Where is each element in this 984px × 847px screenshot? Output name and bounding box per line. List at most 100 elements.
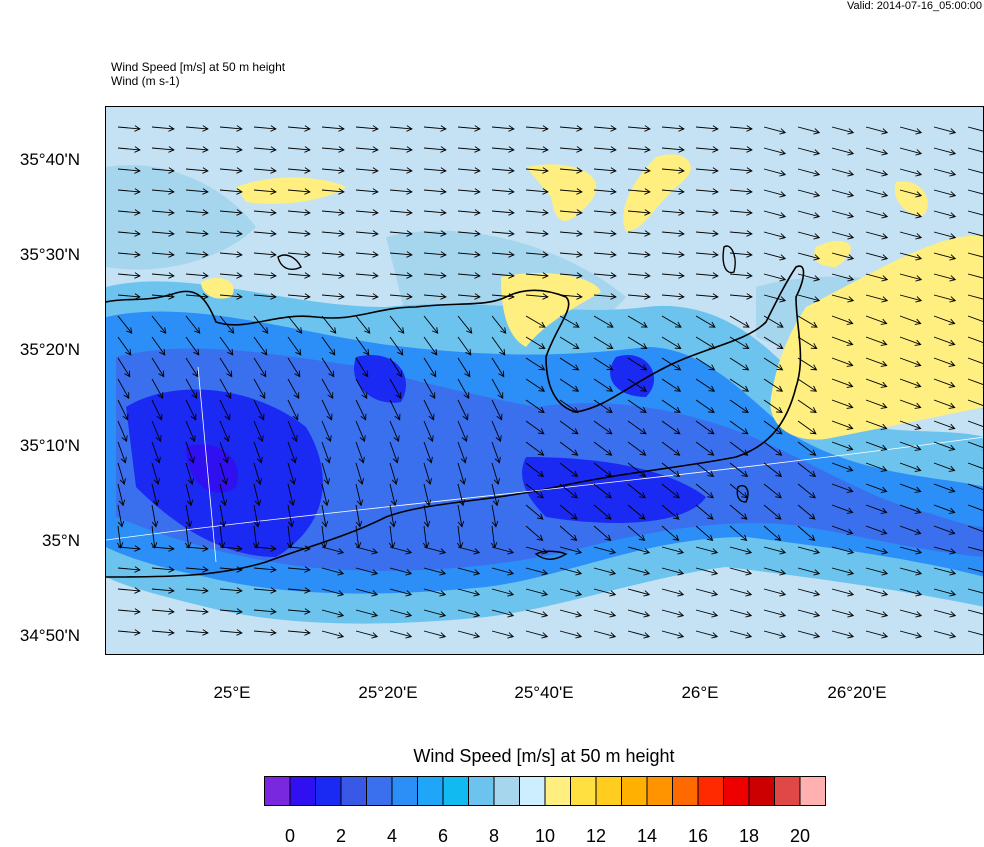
wind-arrow	[457, 251, 481, 258]
wind-arrow	[899, 147, 923, 156]
wind-arrow	[899, 483, 922, 493]
wind-arrow	[899, 210, 923, 219]
wind-arrow	[865, 525, 888, 535]
wind-arrow	[423, 483, 432, 507]
wind-arrow	[389, 336, 404, 356]
wind-arrow	[763, 588, 787, 597]
wind-arrow	[219, 146, 243, 153]
wind-arrow	[423, 546, 447, 555]
wind-arrow	[797, 483, 816, 499]
wind-arrow	[899, 630, 923, 639]
wind-arrow	[899, 441, 922, 451]
wind-arrow	[593, 630, 617, 639]
wind-zone-strong	[814, 240, 851, 267]
wind-arrow	[355, 441, 365, 464]
wind-arrow	[389, 251, 413, 258]
wind-arrow	[967, 504, 983, 514]
island-outline	[722, 245, 736, 274]
wind-arrow	[525, 125, 549, 132]
colorbar-tick-label: 8	[488, 826, 500, 846]
wind-arrow	[389, 209, 413, 216]
wind-arrow	[899, 231, 923, 240]
wind-arrow	[831, 273, 855, 282]
wind-arrow	[695, 546, 719, 555]
wind-arrow	[661, 483, 680, 499]
colorbar-box	[646, 776, 673, 806]
wind-arrow	[219, 167, 243, 174]
wind-arrow	[117, 504, 125, 528]
wind-arrow	[559, 167, 583, 174]
wind-arrow	[117, 378, 130, 400]
colorbar-tick-label: 14	[636, 826, 658, 846]
lat-label: 34°50'N	[19, 626, 80, 645]
wind-arrow	[423, 462, 432, 485]
wind-arrow	[695, 399, 715, 414]
wind-arrow	[627, 357, 648, 371]
wind-arrow	[865, 231, 889, 240]
wind-arrow	[661, 567, 685, 576]
wind-arrow	[661, 546, 685, 555]
wind-arrow	[797, 189, 821, 198]
wind-arrow	[423, 609, 447, 618]
wind-arrow	[797, 252, 821, 261]
colorbar-box	[340, 776, 367, 806]
wind-arrow	[831, 294, 855, 303]
wind-arrow	[797, 273, 821, 282]
wind-arrow	[865, 609, 889, 618]
wind-arrow	[559, 525, 578, 542]
wind-arrow	[287, 462, 296, 485]
wind-arrow	[695, 357, 716, 371]
wind-arrow	[967, 609, 983, 615]
wind-arrow	[525, 630, 549, 639]
wind-arrow	[695, 230, 719, 237]
wind-arrow	[593, 462, 613, 478]
wind-arrow	[491, 188, 515, 195]
wind-arrow	[967, 630, 983, 636]
wind-arrow	[185, 608, 209, 615]
wind-arrow	[763, 357, 784, 371]
wind-arrow	[593, 525, 612, 542]
wind-arrow	[933, 441, 956, 451]
colorbar-box	[672, 776, 699, 806]
wind-arrow	[525, 315, 546, 328]
wind-arrow	[389, 567, 413, 576]
wind-arrow	[287, 483, 296, 507]
wind-arrow	[627, 315, 648, 328]
colorbar-box	[366, 776, 393, 806]
wind-arrow	[933, 378, 956, 388]
wind-arrow	[559, 188, 583, 195]
wind-arrow	[627, 462, 647, 478]
wind-arrow	[491, 462, 500, 485]
wind-arrow	[253, 293, 277, 300]
wind-arrow	[763, 294, 787, 303]
wind-arrow	[389, 546, 413, 555]
wind-arrow	[253, 272, 277, 279]
wind-arrow	[491, 357, 505, 378]
wind-arrow	[593, 125, 617, 132]
lon-label: 26°20'E	[827, 683, 887, 702]
wind-arrow	[287, 357, 301, 378]
wind-arrow	[423, 336, 438, 356]
wind-arrow	[831, 378, 854, 388]
wind-arrow	[423, 441, 433, 464]
wind-arrow	[967, 420, 983, 430]
wind-arrow	[491, 251, 515, 258]
wind-arrow	[967, 189, 983, 195]
wind-arrow	[593, 588, 617, 597]
wind-arrow	[219, 230, 243, 237]
wind-arrow	[661, 588, 685, 597]
wind-arrow	[729, 167, 753, 174]
wind-arrow	[967, 462, 983, 472]
wind-arrow	[253, 587, 277, 594]
wind-arrow	[321, 483, 330, 507]
wind-arrow	[627, 399, 647, 414]
wind-arrow	[253, 230, 277, 237]
colorbar-tick-label: 6	[437, 826, 449, 846]
wind-arrow	[661, 609, 685, 618]
wind-arrow	[117, 272, 141, 279]
wind-arrow	[151, 251, 175, 258]
wind-arrow	[695, 336, 716, 349]
wind-arrow	[763, 630, 787, 639]
wind-arrow	[729, 230, 753, 237]
wind-arrow	[627, 567, 651, 576]
